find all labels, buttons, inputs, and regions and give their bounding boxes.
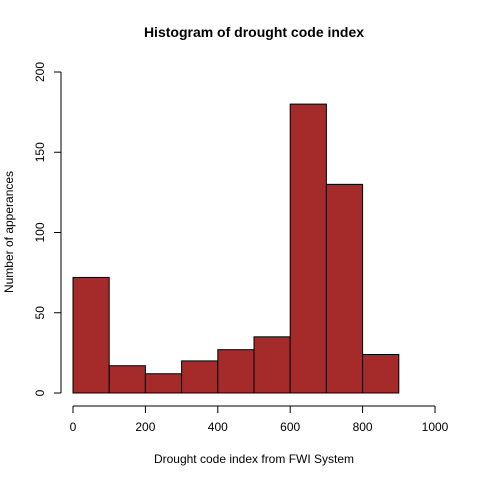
bars-group — [72, 103, 400, 394]
x-tick-label: 1000 — [422, 420, 449, 434]
x-tick-label: 400 — [208, 420, 228, 434]
histogram-bar-8 — [362, 353, 400, 394]
y-axis: 0 50 100 150 200 — [33, 62, 62, 396]
x-tick-label: 0 — [70, 420, 77, 434]
histogram-bar-6 — [289, 103, 327, 394]
y-tick-label: 150 — [33, 142, 47, 162]
y-tick-label: 100 — [33, 222, 47, 242]
x-axis: 0 200 400 600 800 1000 — [70, 405, 449, 434]
histogram-bar-7 — [325, 183, 364, 394]
x-tick-label: 200 — [135, 420, 155, 434]
y-tick-label: 50 — [33, 306, 47, 320]
x-tick-label: 600 — [280, 420, 300, 434]
y-axis-label: Number of apperances — [2, 171, 16, 293]
histogram-bar-4 — [217, 349, 255, 394]
histogram-bar-5 — [253, 336, 291, 394]
y-tick-label: 200 — [33, 62, 47, 82]
histogram-bar-1 — [108, 365, 146, 394]
chart-title: Histogram of drought code index — [144, 24, 364, 40]
x-axis-label: Drought code index from FWI System — [154, 452, 354, 466]
x-tick-label: 800 — [353, 420, 373, 434]
histogram-bar-0 — [72, 276, 110, 394]
y-tick-label: 0 — [33, 389, 47, 396]
histogram-bar-3 — [181, 360, 219, 394]
histogram-bar-2 — [144, 373, 183, 394]
